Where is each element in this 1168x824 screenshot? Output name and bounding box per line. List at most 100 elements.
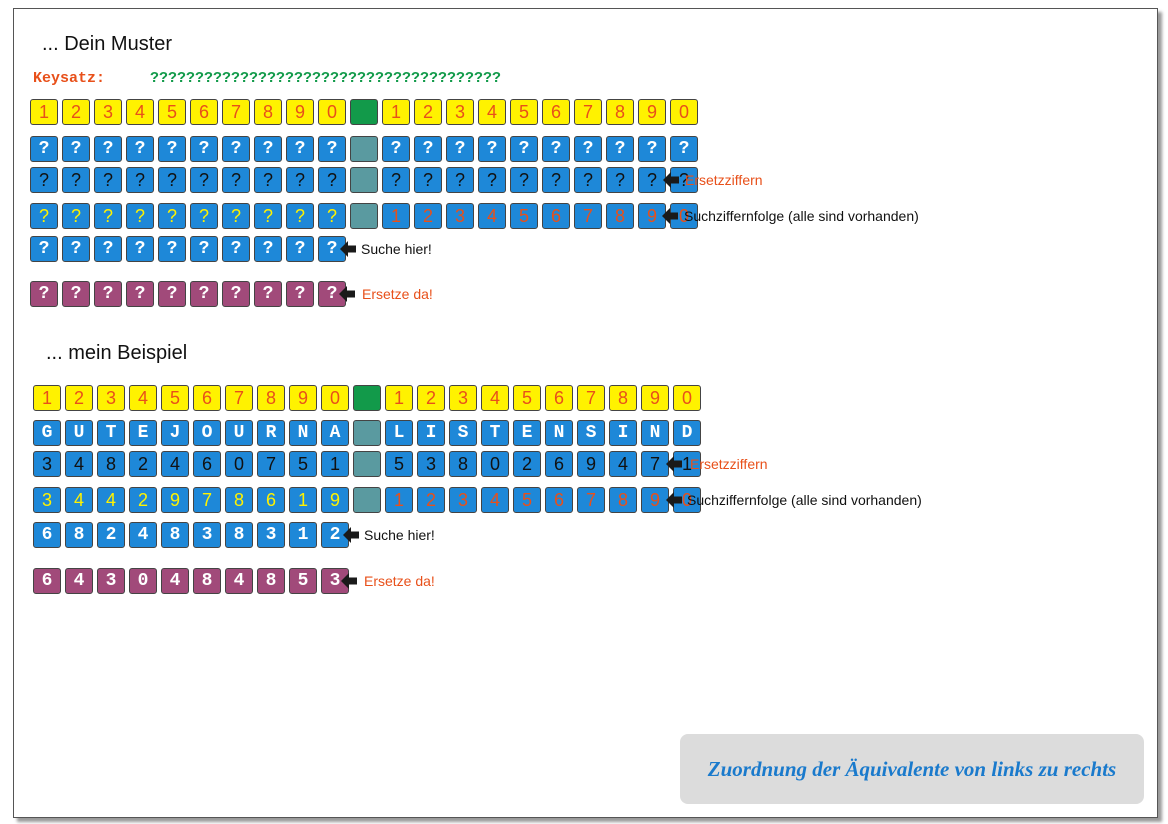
separator-cell xyxy=(353,385,381,411)
grid-cell: ? xyxy=(94,236,122,262)
grid-cell: 0 xyxy=(129,568,157,594)
grid-cell: U xyxy=(225,420,253,446)
grid-cell: ? xyxy=(222,236,250,262)
grid-row-ersetz: ???????????????????? xyxy=(30,167,702,193)
muster-heading: ... Dein Muster xyxy=(42,33,173,55)
grid-cell: 6 xyxy=(545,487,573,513)
beispiel-heading: ... mein Beispiel xyxy=(46,342,188,364)
grid-cell: 1 xyxy=(321,451,349,477)
grid-cell: I xyxy=(417,420,445,446)
grid-cell: 5 xyxy=(289,568,317,594)
grid-cell: S xyxy=(577,420,605,446)
grid-cell: 1 xyxy=(33,385,61,411)
row-note-ersetze: Ersetze da! xyxy=(362,286,433,302)
grid-cell: 5 xyxy=(158,99,186,125)
grid-cell: 4 xyxy=(129,385,157,411)
grid-cell: 2 xyxy=(62,99,90,125)
grid-cell: ? xyxy=(190,167,218,193)
grid-cell: 3 xyxy=(94,99,122,125)
grid-cell: 4 xyxy=(481,487,509,513)
grid-cell: ? xyxy=(510,167,538,193)
left-arrow-icon xyxy=(665,455,683,473)
grid-cell: 0 xyxy=(318,99,346,125)
grid-cell: 1 xyxy=(30,99,58,125)
grid-cell: ? xyxy=(190,236,218,262)
grid-cell: 4 xyxy=(126,99,154,125)
grid-cell: ? xyxy=(62,281,90,307)
row-note-such: Suchziffernfolge (alle sind vorhanden) xyxy=(684,208,919,224)
grid-row-suche: ?????????? xyxy=(30,236,350,262)
grid-cell: ? xyxy=(414,136,442,162)
grid-cell: ? xyxy=(318,167,346,193)
grid-cell: 8 xyxy=(609,487,637,513)
separator-cell xyxy=(353,451,381,477)
grid-cell: 6 xyxy=(542,99,570,125)
grid-cell: ? xyxy=(94,203,122,229)
grid-cell: 5 xyxy=(513,487,541,513)
grid-cell: 0 xyxy=(321,385,349,411)
grid-cell: 6 xyxy=(190,99,218,125)
grid-cell: ? xyxy=(190,203,218,229)
grid-cell: ? xyxy=(318,136,346,162)
grid-cell: D xyxy=(673,420,701,446)
grid-cell: 0 xyxy=(673,385,701,411)
separator-cell xyxy=(353,487,381,513)
grid-cell: ? xyxy=(446,167,474,193)
grid-cell: ? xyxy=(382,167,410,193)
footer-caption-box: Zuordnung der Äquivalente von links zu r… xyxy=(680,734,1144,804)
grid-cell: ? xyxy=(382,136,410,162)
grid-cell: 7 xyxy=(257,451,285,477)
grid-cell: ? xyxy=(254,236,282,262)
left-arrow-icon xyxy=(661,207,679,225)
grid-cell: 3 xyxy=(257,522,285,548)
grid-cell: 8 xyxy=(609,385,637,411)
grid-cell: E xyxy=(513,420,541,446)
grid-cell: ? xyxy=(30,281,58,307)
grid-cell: 1 xyxy=(382,203,410,229)
grid-cell: L xyxy=(385,420,413,446)
grid-cell: ? xyxy=(222,203,250,229)
grid-cell: I xyxy=(609,420,637,446)
grid-cell: 3 xyxy=(449,385,477,411)
grid-cell: T xyxy=(97,420,125,446)
grid-cell: O xyxy=(193,420,221,446)
grid-cell: G xyxy=(33,420,61,446)
grid-cell: 2 xyxy=(97,522,125,548)
grid-cell: 9 xyxy=(577,451,605,477)
grid-cell: 5 xyxy=(161,385,189,411)
grid-cell: ? xyxy=(30,136,58,162)
grid-cell: ? xyxy=(638,136,666,162)
grid-cell: ? xyxy=(286,167,314,193)
grid-cell: ? xyxy=(414,167,442,193)
grid-cell: 3 xyxy=(417,451,445,477)
grid-cell: ? xyxy=(158,167,186,193)
grid-cell: N xyxy=(641,420,669,446)
grid-cell: 6 xyxy=(545,385,573,411)
grid-cell: 3 xyxy=(446,203,474,229)
grid-cell: 8 xyxy=(606,203,634,229)
grid-cell: 8 xyxy=(254,99,282,125)
grid-cell: ? xyxy=(222,136,250,162)
row-note-ersetz: Ersetzziffern xyxy=(690,456,768,472)
grid-cell: ? xyxy=(574,136,602,162)
grid-cell: 6 xyxy=(193,451,221,477)
grid-cell: 4 xyxy=(609,451,637,477)
grid-cell: J xyxy=(161,420,189,446)
grid-cell: 9 xyxy=(286,99,314,125)
grid-cell: ? xyxy=(62,167,90,193)
grid-cell: E xyxy=(129,420,157,446)
grid-cell: ? xyxy=(30,236,58,262)
grid-cell: 3 xyxy=(97,568,125,594)
grid-cell: ? xyxy=(606,167,634,193)
grid-cell: ? xyxy=(62,136,90,162)
grid-cell: 6 xyxy=(33,568,61,594)
grid-cell: 4 xyxy=(65,568,93,594)
grid-cell: 8 xyxy=(193,568,221,594)
grid-cell: ? xyxy=(62,236,90,262)
grid-cell: 0 xyxy=(225,451,253,477)
grid-cell: ? xyxy=(158,281,186,307)
grid-cell: 1 xyxy=(382,99,410,125)
grid-cell: ? xyxy=(254,203,282,229)
grid-cell: ? xyxy=(286,203,314,229)
